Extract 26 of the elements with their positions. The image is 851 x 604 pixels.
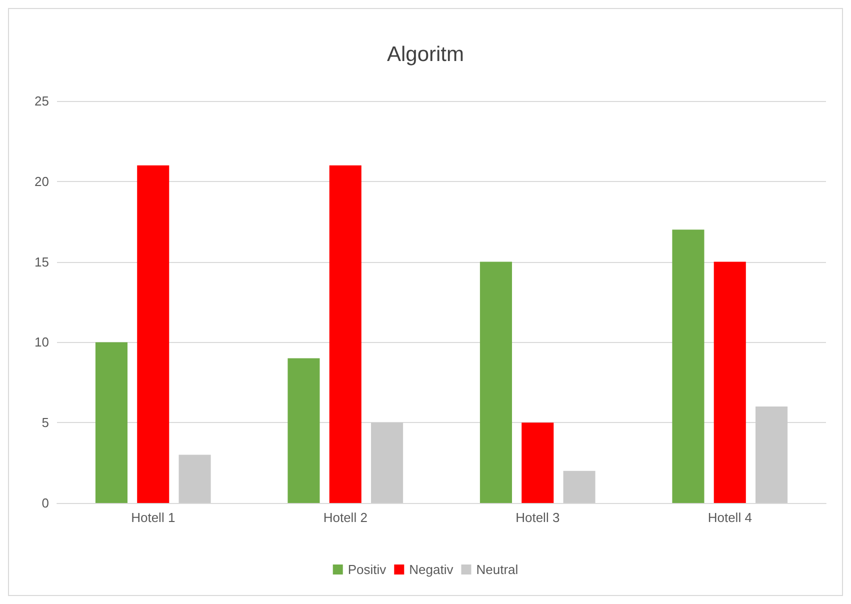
x-tick-label: Hotell 2 <box>323 510 368 525</box>
y-tick-label: 15 <box>34 254 49 270</box>
y-tick-label: 20 <box>34 174 49 189</box>
bar <box>563 470 596 503</box>
bar <box>756 406 788 503</box>
y-tick-label: 0 <box>42 496 49 510</box>
bar <box>714 262 746 503</box>
chart-title: Algoritm <box>386 43 464 66</box>
legend-label: Neutral <box>476 562 518 577</box>
bar <box>95 342 128 503</box>
bar <box>672 230 704 503</box>
y-tick-label: 5 <box>42 415 49 430</box>
x-tick-label: Hotell 3 <box>516 510 560 525</box>
bar <box>137 165 170 503</box>
bar <box>288 358 320 503</box>
bar <box>329 165 362 503</box>
x-tick-label: Hotell 1 <box>131 510 176 525</box>
legend-label: Negativ <box>409 562 454 577</box>
y-tick-label: 10 <box>34 334 49 350</box>
legend-label: Positiv <box>348 562 387 577</box>
bar <box>480 262 512 503</box>
bar <box>371 422 404 503</box>
bar <box>522 422 554 503</box>
y-tick-label: 25 <box>34 94 49 108</box>
bar <box>178 454 211 503</box>
x-tick-label: Hotell 4 <box>708 510 752 525</box>
